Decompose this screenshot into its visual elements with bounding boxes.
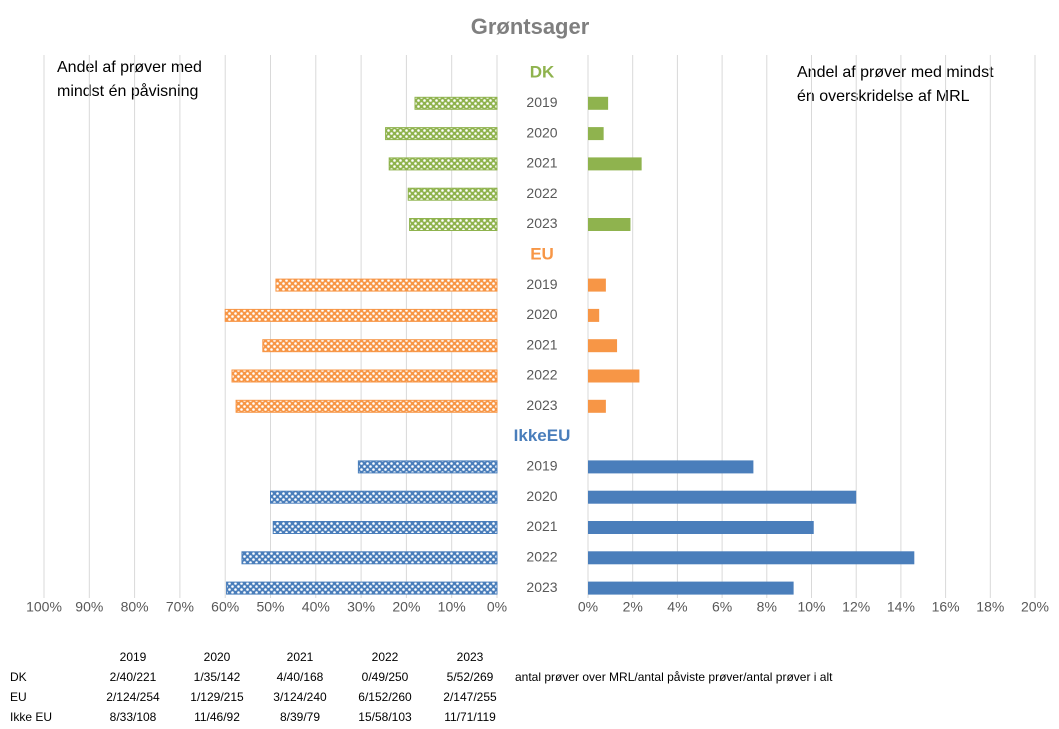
table-cell: 3/124/240 <box>273 690 327 704</box>
category-label: 2020 <box>526 306 557 322</box>
category-label: 2023 <box>526 215 557 231</box>
group-label: IkkeEU <box>514 426 571 445</box>
table-cell: 2/124/254 <box>106 690 160 704</box>
x-tick-label: 14% <box>887 599 915 615</box>
table-row-label: Ikke EU <box>10 710 52 724</box>
right-bar <box>588 96 609 110</box>
category-label: 2022 <box>526 185 557 201</box>
x-tick-label: 18% <box>976 599 1004 615</box>
x-tick-label: 30% <box>347 599 375 615</box>
right-bar <box>588 157 642 171</box>
x-tick-label: 40% <box>302 599 330 615</box>
table-cell: 1/35/142 <box>194 670 241 684</box>
right-bar <box>588 369 640 383</box>
category-label: 2019 <box>526 458 557 474</box>
x-tick-label: 6% <box>712 599 732 615</box>
category-label: 2023 <box>526 397 557 413</box>
right-bar <box>588 127 604 141</box>
left-bar <box>357 460 498 474</box>
left-bar <box>272 521 498 534</box>
category-label: 2019 <box>526 276 557 292</box>
x-tick-label: 20% <box>392 599 420 615</box>
table-header: 2019 <box>120 650 147 664</box>
left-bar <box>235 399 498 413</box>
left-bar <box>275 278 498 292</box>
table-cell: 2/147/255 <box>443 690 497 704</box>
left-bar <box>270 490 498 504</box>
category-label: 2021 <box>526 518 557 534</box>
right-bar <box>588 308 600 322</box>
left-bar <box>231 369 498 383</box>
chart-title: Grøntsager <box>471 14 590 39</box>
x-tick-label: 8% <box>757 599 777 615</box>
left-bar <box>224 308 498 322</box>
x-tick-label: 90% <box>75 599 103 615</box>
x-tick-label: 10% <box>438 599 466 615</box>
category-label: 2021 <box>526 155 557 171</box>
x-tick-label: 10% <box>797 599 825 615</box>
left-bar <box>407 187 498 201</box>
right-bar <box>588 399 606 413</box>
category-label: 2020 <box>526 488 557 504</box>
table-cell: 11/71/119 <box>444 710 496 724</box>
left-axis-label: Andel af prøver med <box>57 59 202 76</box>
right-axis-label: én overskridelse af MRL <box>797 88 970 105</box>
table-header: 2020 <box>204 650 231 664</box>
right-bar <box>588 278 606 292</box>
left-bar <box>388 157 498 171</box>
x-tick-label: 70% <box>166 599 194 615</box>
category-label: 2021 <box>526 336 557 352</box>
table-cell: 5/52/269 <box>447 670 494 684</box>
table-cell: 8/39/79 <box>280 710 320 724</box>
x-tick-label: 4% <box>667 599 687 615</box>
x-tick-label: 12% <box>842 599 870 615</box>
right-bar <box>588 218 631 231</box>
right-bar <box>588 581 794 595</box>
x-tick-label: 0% <box>578 599 598 615</box>
x-tick-label: 60% <box>211 599 239 615</box>
category-label: 2022 <box>526 549 557 565</box>
category-label: 2023 <box>526 579 557 595</box>
x-tick-label: 20% <box>1021 599 1049 615</box>
table-cell: 2/40/221 <box>110 670 157 684</box>
table-cell: 8/33/108 <box>110 710 157 724</box>
table-cell: 6/152/260 <box>358 690 412 704</box>
left-bar <box>241 551 498 565</box>
x-tick-label: 80% <box>121 599 149 615</box>
table-cell: 1/129/215 <box>190 690 244 704</box>
table-cell: 11/46/92 <box>194 710 240 724</box>
left-bar <box>262 339 498 353</box>
left-axis-label: mindst én påvisning <box>57 82 198 100</box>
x-tick-label: 16% <box>932 599 960 615</box>
table-cell: 0/49/250 <box>362 670 409 684</box>
group-label: EU <box>530 244 554 263</box>
table-cell: 4/40/168 <box>277 670 324 684</box>
table-row-label: EU <box>10 690 27 704</box>
group-label: DK <box>530 62 555 81</box>
table-note: antal prøver over MRL/antal påviste prøv… <box>515 670 833 684</box>
category-label: 2022 <box>526 367 557 383</box>
right-axis-label: Andel af prøver med mindst <box>797 64 994 81</box>
left-bar <box>409 218 498 231</box>
right-bar <box>588 490 857 504</box>
right-bar <box>588 460 754 474</box>
x-tick-label: 0% <box>487 599 507 615</box>
x-tick-label: 50% <box>256 599 284 615</box>
table-row-label: DK <box>10 670 27 684</box>
x-tick-label: 100% <box>26 599 62 615</box>
table-header: 2021 <box>287 650 314 664</box>
right-bar <box>588 521 814 534</box>
table-cell: 15/58/103 <box>358 710 412 724</box>
category-label: 2020 <box>526 124 557 140</box>
category-label: 2019 <box>526 94 557 110</box>
table-header: 2022 <box>372 650 399 664</box>
left-bar <box>385 127 498 141</box>
left-bar <box>414 96 498 110</box>
x-tick-label: 2% <box>623 599 643 615</box>
right-bar <box>588 339 618 353</box>
left-bar <box>226 581 498 595</box>
right-bar <box>588 551 915 565</box>
table-header: 2023 <box>457 650 484 664</box>
